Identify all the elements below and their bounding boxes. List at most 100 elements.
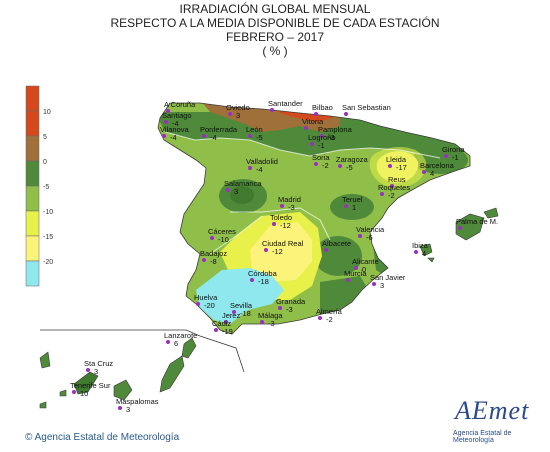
- station: Sevilla-18: [230, 301, 253, 318]
- station-dot: [388, 164, 392, 168]
- peninsula-coastline: [157, 102, 471, 335]
- station-value: -4: [256, 165, 263, 174]
- station-dot: [444, 154, 448, 158]
- station-name: Murcia: [344, 269, 367, 278]
- aemet-logo: AEmet: [455, 396, 530, 425]
- station-name: Roquetes: [378, 183, 410, 192]
- station: Logroño-1: [308, 133, 336, 150]
- station-name: Almería: [316, 307, 343, 316]
- station-name: Toledo: [270, 213, 292, 222]
- station-value: 3: [380, 281, 384, 290]
- island-gran-canaria: [113, 379, 133, 401]
- station-dot: [248, 166, 252, 170]
- station-value: -6: [366, 233, 373, 242]
- station-name: Vilanova: [160, 125, 189, 134]
- station-dot: [202, 258, 206, 262]
- station-dot: [210, 236, 214, 240]
- station-dot: [422, 170, 426, 174]
- island-la-palma: [39, 351, 51, 369]
- station-dot: [372, 282, 376, 286]
- contour-lleida-mid: [369, 146, 427, 188]
- station-value: 0: [362, 265, 366, 274]
- station: Albacete: [322, 239, 351, 252]
- contour-lines: [164, 131, 441, 255]
- station-value: -8: [210, 257, 217, 266]
- title-line-3: FEBRERO – 2017: [225, 30, 325, 44]
- station-dot: [338, 164, 342, 168]
- station-dot: [310, 142, 314, 146]
- station: Cáceres-10: [208, 227, 236, 244]
- title-line-2: RESPECTO A LA MEDIA DISPONIBLE DE CADA E…: [110, 16, 440, 30]
- station: Jerez: [222, 311, 241, 324]
- canary-islands: [39, 337, 197, 409]
- station-name: Lanzarote: [164, 331, 197, 340]
- legend-swatch: [25, 110, 40, 137]
- station-name: Santiago: [162, 111, 192, 120]
- station-dot: [166, 340, 170, 344]
- station-dot: [224, 320, 228, 324]
- station-dot: [346, 278, 350, 282]
- contour-barcelona: [412, 146, 468, 174]
- station: Bilbao: [312, 103, 333, 116]
- legend: 10 5 0 -5 -10 -15 -20: [25, 85, 53, 287]
- station: Huelva-20: [194, 293, 218, 310]
- island-ibiza: [419, 243, 433, 257]
- station-name: Palma de M.: [456, 217, 498, 226]
- station-name: Sevilla: [230, 301, 253, 310]
- island-formentera: [427, 257, 435, 263]
- legend-label: 5: [43, 134, 47, 141]
- station-value: -19: [222, 327, 233, 336]
- station-name: Salamanca: [224, 179, 262, 188]
- station-value: -18: [258, 277, 269, 286]
- station-name: Pamplona: [318, 125, 353, 134]
- station-dot: [164, 120, 168, 124]
- station-name: Vitoria: [302, 117, 324, 126]
- legend-label: 0: [43, 159, 47, 166]
- contour-guadalquivir-cyan: [196, 268, 284, 324]
- island-menorca: [483, 207, 499, 219]
- station-name: Ponferrada: [200, 125, 238, 134]
- contour-salamanca-inner: [230, 186, 254, 204]
- station: Reus: [388, 175, 406, 188]
- station: Vilanova-4: [160, 125, 189, 142]
- island-lanzarote: [181, 337, 197, 359]
- canary-inset-border: [40, 329, 245, 373]
- station-name: Bilbao: [312, 103, 333, 112]
- station-name: Teruel: [342, 195, 363, 204]
- station-value: -18: [240, 309, 251, 318]
- station: Vitoria: [302, 117, 324, 130]
- station-dot: [324, 248, 328, 252]
- contour-center-inner: [250, 222, 312, 282]
- station: San Sebastian: [342, 103, 391, 116]
- station: Santander: [268, 99, 303, 112]
- station-dot: [314, 112, 318, 116]
- station-value: -4: [170, 133, 177, 142]
- footer-agency: © Agencia Estatal de Meteorología: [25, 432, 179, 443]
- station: Valladolid-4: [246, 157, 278, 174]
- station-dot: [272, 222, 276, 226]
- station-dot: [226, 188, 230, 192]
- legend-swatch: [25, 260, 40, 287]
- title-line-4: ( % ): [262, 44, 288, 58]
- station-dot: [320, 134, 324, 138]
- station-dot: [166, 109, 170, 113]
- aemet-logo-subtitle: Agencia Estatal de Meteorología: [453, 430, 512, 444]
- station-dot: [358, 234, 362, 238]
- station-name: Madrid: [278, 195, 301, 204]
- station-dot: [72, 390, 76, 394]
- station: Ponferrada-4: [200, 125, 238, 142]
- footer-agency-name: Agencia Estatal de Meteorología: [34, 432, 180, 443]
- station-name: Zaragoza: [336, 155, 369, 164]
- station-dot: [86, 368, 90, 372]
- station-value: 3: [94, 367, 98, 376]
- station-name: Lleida: [386, 155, 407, 164]
- station-dot: [380, 192, 384, 196]
- island-fuerteventura: [159, 355, 185, 393]
